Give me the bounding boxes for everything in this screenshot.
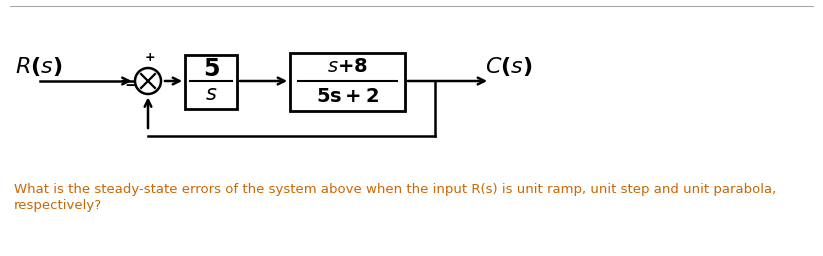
Bar — [290, 53, 405, 111]
Bar — [185, 55, 237, 109]
Text: −: − — [124, 79, 137, 93]
Text: $\mathbf{\mathit{s}}\mathbf{+8}$: $\mathbf{\mathit{s}}\mathbf{+8}$ — [327, 58, 368, 76]
Text: respectively?: respectively? — [14, 199, 102, 212]
Text: $\mathbf{5}$: $\mathbf{5}$ — [202, 58, 220, 80]
Text: $\mathbf{\mathit{R}}\mathbf{(}\mathbf{\mathit{s}}\mathbf{)}$: $\mathbf{\mathit{R}}\mathbf{(}\mathbf{\m… — [15, 56, 63, 79]
Text: $\mathbf{5s+2}$: $\mathbf{5s+2}$ — [316, 88, 379, 106]
Text: $\mathbf{\mathit{C}}\mathbf{(}\mathbf{\mathit{s}}\mathbf{)}$: $\mathbf{\mathit{C}}\mathbf{(}\mathbf{\m… — [485, 56, 532, 79]
Text: $\mathbf{\mathit{s}}$: $\mathbf{\mathit{s}}$ — [205, 86, 217, 104]
Text: What is the steady-state errors of the system above when the input R(s) is unit : What is the steady-state errors of the s… — [14, 183, 776, 196]
Text: +: + — [145, 51, 156, 64]
